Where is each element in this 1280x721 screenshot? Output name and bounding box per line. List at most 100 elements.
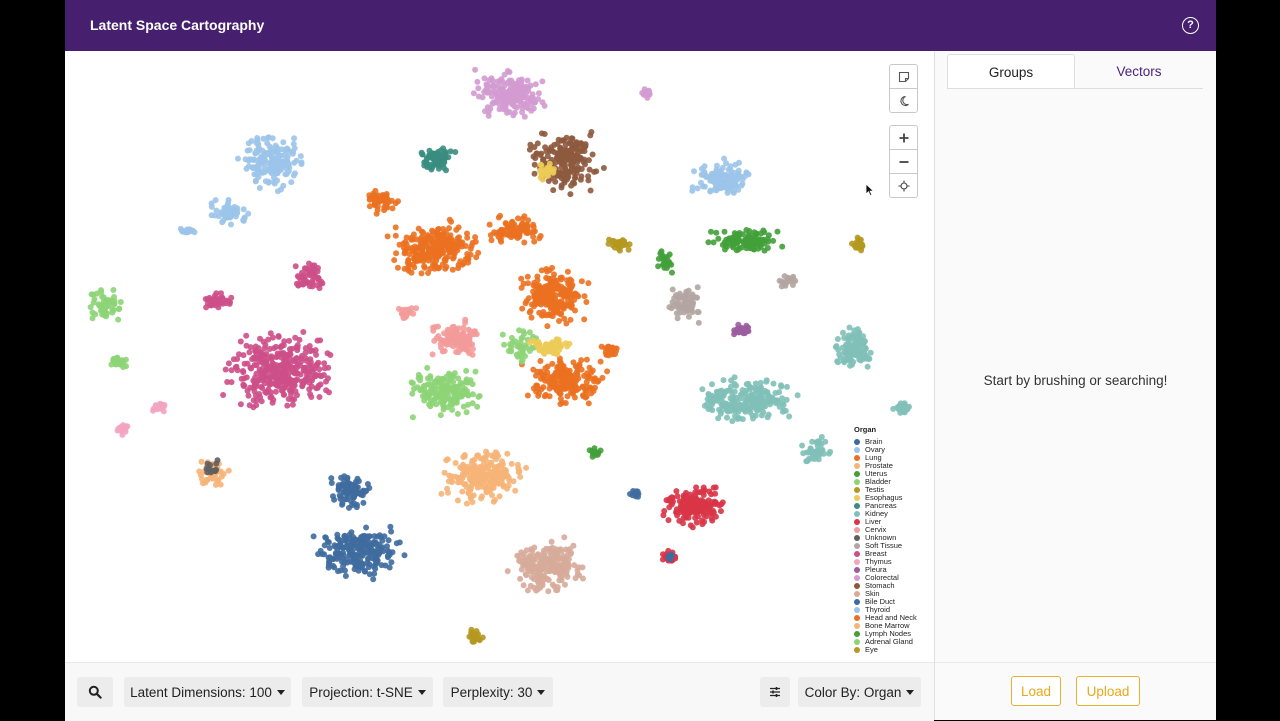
data-point[interactable] (716, 406, 723, 413)
data-point[interactable] (776, 403, 783, 410)
data-point[interactable] (298, 355, 305, 362)
data-point[interactable] (657, 250, 664, 257)
data-point[interactable] (473, 628, 480, 634)
data-point[interactable] (546, 164, 553, 171)
data-point[interactable] (408, 269, 415, 276)
data-point[interactable] (360, 541, 367, 548)
point-cluster[interactable] (504, 534, 586, 595)
data-point[interactable] (465, 256, 472, 263)
data-point[interactable] (520, 280, 527, 287)
data-point[interactable] (558, 184, 565, 191)
data-point[interactable] (754, 399, 761, 406)
data-point[interactable] (510, 82, 517, 89)
data-point[interactable] (452, 460, 459, 466)
data-point[interactable] (757, 244, 764, 250)
data-point[interactable] (393, 540, 400, 547)
data-point[interactable] (527, 229, 534, 236)
data-point[interactable] (257, 335, 263, 342)
data-point[interactable] (475, 93, 482, 100)
data-point[interactable] (235, 155, 241, 162)
data-point[interactable] (813, 453, 820, 460)
data-point[interactable] (284, 159, 290, 166)
data-point[interactable] (434, 248, 441, 255)
data-point[interactable] (519, 334, 526, 341)
data-point[interactable] (526, 146, 533, 153)
data-point[interactable] (698, 165, 705, 172)
data-point[interactable] (396, 241, 403, 248)
data-point[interactable] (499, 331, 506, 338)
data-point[interactable] (256, 145, 263, 152)
data-point[interactable] (512, 230, 519, 237)
data-point[interactable] (465, 379, 472, 386)
data-point[interactable] (214, 457, 221, 464)
data-point[interactable] (567, 303, 574, 310)
data-point[interactable] (338, 474, 345, 481)
data-point[interactable] (747, 386, 754, 392)
data-point[interactable] (378, 197, 385, 204)
data-point[interactable] (116, 306, 122, 313)
data-point[interactable] (525, 217, 532, 224)
data-point[interactable] (530, 366, 537, 373)
data-point[interactable] (508, 460, 515, 467)
data-point[interactable] (365, 555, 371, 562)
data-point[interactable] (453, 349, 460, 355)
data-point[interactable] (500, 483, 507, 490)
data-point[interactable] (430, 324, 437, 331)
data-point[interactable] (464, 230, 470, 237)
data-point[interactable] (724, 387, 731, 394)
scatter-plot[interactable] (65, 51, 934, 662)
data-point[interactable] (743, 381, 750, 388)
data-point[interactable] (731, 331, 738, 338)
data-point[interactable] (428, 166, 435, 173)
data-point[interactable] (413, 305, 420, 312)
data-point[interactable] (665, 554, 672, 561)
data-point[interactable] (269, 148, 276, 155)
data-point[interactable] (452, 386, 459, 393)
data-point[interactable] (565, 151, 572, 158)
data-point[interactable] (240, 381, 247, 388)
data-point[interactable] (356, 543, 362, 550)
data-point[interactable] (640, 91, 647, 98)
data-point[interactable] (522, 84, 529, 91)
data-point[interactable] (684, 291, 691, 298)
data-point[interactable] (758, 412, 765, 419)
data-point[interactable] (236, 351, 242, 358)
data-point[interactable] (443, 373, 450, 380)
data-point[interactable] (560, 385, 567, 392)
data-point[interactable] (677, 503, 684, 509)
data-point[interactable] (709, 517, 716, 524)
data-point[interactable] (449, 406, 456, 413)
data-point[interactable] (721, 173, 728, 180)
data-point[interactable] (521, 113, 528, 120)
data-point[interactable] (561, 301, 568, 308)
data-point[interactable] (255, 140, 262, 147)
data-point[interactable] (337, 541, 344, 548)
data-point[interactable] (330, 493, 336, 500)
data-point[interactable] (761, 229, 768, 236)
data-point[interactable] (262, 341, 269, 348)
data-point[interactable] (344, 474, 351, 481)
data-point[interactable] (770, 395, 776, 402)
data-point[interactable] (246, 156, 253, 163)
data-point[interactable] (110, 287, 117, 293)
data-point[interactable] (275, 165, 282, 172)
data-point[interactable] (496, 493, 503, 500)
data-point[interactable] (483, 87, 490, 94)
data-point[interactable] (709, 381, 715, 388)
data-point[interactable] (519, 305, 526, 312)
data-point[interactable] (293, 157, 300, 164)
data-point[interactable] (560, 137, 567, 144)
legend-item[interactable]: Bone Marrow (854, 622, 917, 630)
data-point[interactable] (383, 197, 390, 204)
settings-button[interactable] (760, 677, 790, 707)
data-point[interactable] (786, 413, 793, 420)
data-point[interactable] (89, 309, 96, 316)
data-point[interactable] (220, 217, 227, 224)
data-point[interactable] (402, 311, 409, 318)
data-point[interactable] (669, 286, 676, 293)
data-point[interactable] (245, 392, 252, 399)
data-point[interactable] (431, 239, 438, 246)
data-point[interactable] (866, 356, 873, 362)
data-point[interactable] (290, 140, 297, 147)
data-point[interactable] (534, 341, 541, 348)
